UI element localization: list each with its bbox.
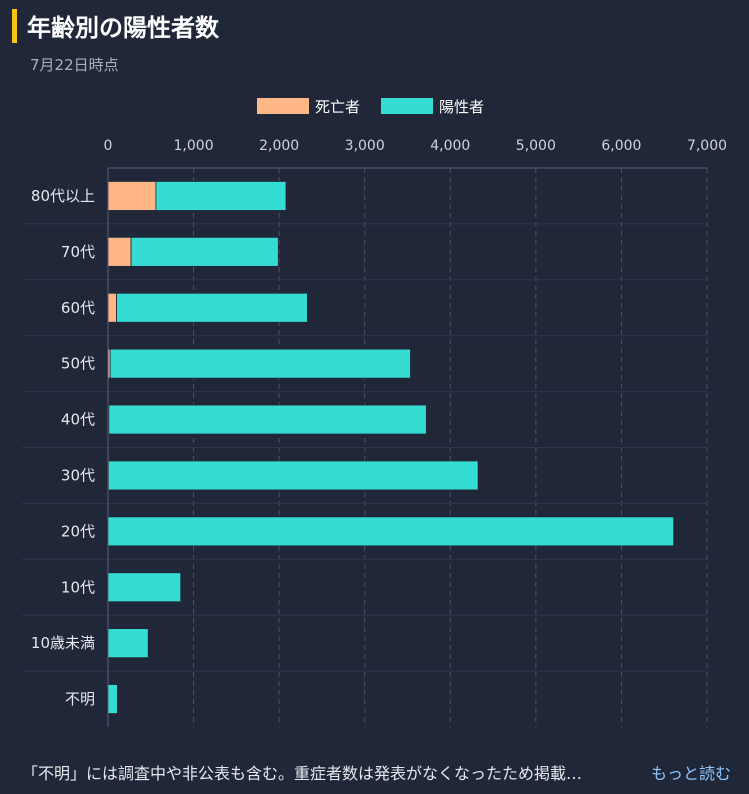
legend-swatch-1 <box>381 98 433 114</box>
title-row: 年齢別の陽性者数 <box>12 8 219 43</box>
x-tick-label: 3,000 <box>345 138 385 154</box>
read-more-link[interactable]: もっと読む <box>650 764 731 783</box>
legend-label-0: 死亡者 <box>315 98 360 116</box>
y-category-label: 10歳未満 <box>31 634 95 652</box>
y-category-label: 10代 <box>61 578 95 596</box>
x-tick-label: 4,000 <box>430 138 470 154</box>
y-category-label: 不明 <box>65 690 95 708</box>
chart-title: 年齢別の陽性者数 <box>27 14 219 42</box>
bar-chart: 死亡者 陽性者 0 1,000 2,000 3,000 4,000 5,000 6,000 7,0… <box>22 98 727 727</box>
y-category-label: 70代 <box>61 243 95 261</box>
bar-positives <box>109 348 411 379</box>
y-category-label: 40代 <box>61 411 95 429</box>
bar-positives <box>130 236 279 267</box>
bar-positives <box>107 684 118 714</box>
y-category-label: 50代 <box>61 355 95 373</box>
y-category-label: 80代以上 <box>31 187 95 205</box>
bar-deaths <box>107 292 117 323</box>
chart-subtitle: 7月22日時点 <box>30 56 119 74</box>
x-tick-label: 2,000 <box>259 138 299 154</box>
x-tick-label: 0 <box>104 138 113 154</box>
x-tick-label: 6,000 <box>601 138 641 154</box>
bar-positives <box>155 181 287 211</box>
bar-deaths <box>107 236 132 267</box>
y-category-label: 60代 <box>61 299 95 317</box>
bar-positives <box>108 460 479 491</box>
bar-deaths <box>107 181 157 211</box>
y-category-label: 30代 <box>61 466 95 484</box>
y-category-label: 20代 <box>61 522 95 540</box>
bar-positives <box>116 292 308 323</box>
legend-label-1: 陽性者 <box>439 98 484 116</box>
bar-positives <box>107 572 182 603</box>
x-tick-label: 7,000 <box>687 138 727 154</box>
x-tick-label: 5,000 <box>516 138 556 154</box>
bar-positives <box>107 628 149 659</box>
footer-note: 「不明」には調査中や非公表も含む。重症者数は発表がなくなったため掲載… <box>22 764 583 783</box>
bar-positives <box>107 516 675 547</box>
legend-swatch-0 <box>257 98 309 114</box>
bar-positives <box>108 404 427 435</box>
x-tick-label: 1,000 <box>174 138 214 154</box>
title-accent-bar <box>12 8 17 43</box>
